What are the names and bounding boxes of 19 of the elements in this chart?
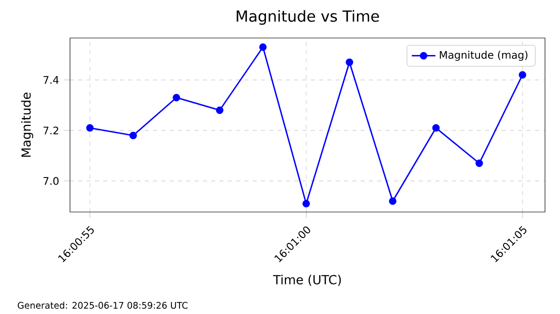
point (172, 94, 180, 102)
point (302, 200, 310, 208)
point (518, 71, 526, 79)
point (476, 160, 483, 167)
point (388, 197, 396, 205)
point (86, 124, 94, 132)
point (259, 43, 267, 51)
text: Generated: 2025-06-17 08:59:26 UTC (18, 302, 188, 309)
point (346, 58, 354, 66)
y-axis-title: Magnitude (21, 92, 34, 157)
x-axis-title: Time (UTC) (273, 274, 341, 286)
point (129, 132, 137, 140)
y-tick-label: 7.2 (44, 126, 58, 134)
legend-label: Magnitude (mag) (440, 50, 528, 61)
point (216, 106, 224, 114)
chart-title: Magnitude vs Time (236, 10, 379, 25)
y-tick-label: 7.0 (44, 177, 59, 185)
point (432, 124, 440, 132)
y-tick-label: 7.4 (44, 76, 59, 84)
